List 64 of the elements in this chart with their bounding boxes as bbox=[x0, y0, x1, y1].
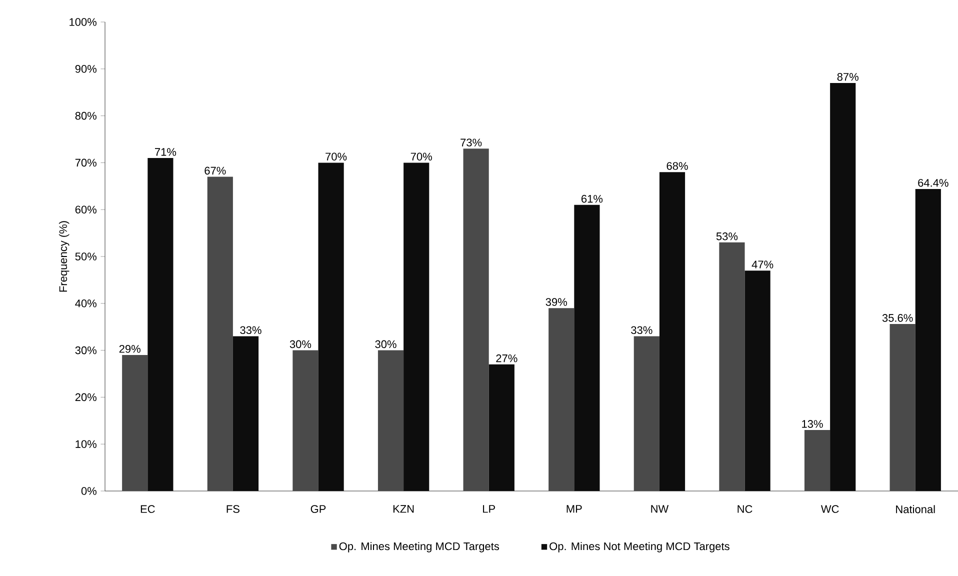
bar bbox=[719, 242, 745, 491]
data-label: 68% bbox=[666, 162, 688, 170]
y-tick-label: 50% bbox=[75, 252, 96, 260]
data-label: 73% bbox=[460, 138, 482, 146]
y-tick-label: 20% bbox=[75, 393, 96, 402]
bar bbox=[574, 204, 600, 491]
y-tick-label: 0% bbox=[81, 487, 96, 495]
data-label: 64.4% bbox=[918, 178, 948, 187]
data-label: 39% bbox=[546, 298, 567, 306]
bar bbox=[744, 270, 770, 491]
data-label: 30% bbox=[375, 340, 396, 348]
y-tick-label: 70% bbox=[75, 158, 96, 167]
x-tick-label: FS bbox=[226, 505, 240, 513]
data-label: 35.6% bbox=[882, 314, 913, 322]
y-tick-label: 90% bbox=[75, 64, 96, 73]
bar bbox=[404, 162, 430, 491]
bar bbox=[634, 336, 660, 491]
data-label: 13% bbox=[802, 420, 823, 428]
bar bbox=[804, 430, 830, 491]
x-tick-label: NC bbox=[738, 505, 752, 513]
x-tick-label: National bbox=[896, 505, 935, 514]
bar bbox=[463, 148, 489, 491]
y-tick-label: 40% bbox=[75, 300, 96, 308]
bar bbox=[378, 350, 404, 491]
y-tick-label: 80% bbox=[75, 112, 96, 120]
bar bbox=[890, 324, 916, 491]
bar bbox=[122, 354, 148, 491]
data-label: 29% bbox=[119, 344, 140, 353]
legend-label: Op. Mines Meeting MCD Targets bbox=[339, 542, 500, 552]
data-label: 67% bbox=[204, 166, 226, 175]
data-label: 53% bbox=[716, 232, 738, 240]
data-label: 33% bbox=[631, 326, 652, 334]
legend-label: Op. Mines Not Meeting MCD Targets bbox=[550, 542, 730, 552]
data-label: 61% bbox=[582, 194, 603, 203]
data-label: 87% bbox=[837, 72, 858, 81]
x-tick-label: NW bbox=[651, 505, 669, 513]
bar bbox=[207, 176, 233, 491]
y-axis-title: Frequency (%) bbox=[58, 221, 70, 292]
bar bbox=[292, 350, 318, 491]
bar bbox=[659, 172, 686, 491]
data-label: 33% bbox=[240, 326, 262, 334]
y-tick-label: 30% bbox=[75, 346, 96, 354]
y-tick-label: 100% bbox=[70, 18, 96, 26]
data-label: 30% bbox=[290, 340, 312, 348]
x-tick-label: GP bbox=[310, 505, 326, 513]
bar bbox=[488, 364, 514, 491]
x-tick-label: EC bbox=[140, 505, 155, 513]
x-tick-label: WC bbox=[820, 505, 839, 513]
y-tick-label: 60% bbox=[75, 206, 96, 214]
bar bbox=[232, 336, 259, 491]
bar bbox=[830, 82, 856, 491]
bar bbox=[548, 308, 574, 491]
x-tick-label: LP bbox=[483, 505, 495, 513]
data-label: 70% bbox=[410, 152, 432, 160]
data-label: 71% bbox=[155, 148, 176, 156]
bar bbox=[318, 162, 344, 491]
bar bbox=[148, 158, 174, 491]
x-tick-label: MP bbox=[566, 505, 582, 513]
data-label: 27% bbox=[496, 354, 518, 362]
y-tick-label: 10% bbox=[76, 440, 96, 448]
x-tick-label: KZN bbox=[393, 505, 414, 513]
data-label: 47% bbox=[752, 260, 774, 268]
bar bbox=[915, 188, 941, 491]
data-label: 70% bbox=[326, 152, 347, 160]
